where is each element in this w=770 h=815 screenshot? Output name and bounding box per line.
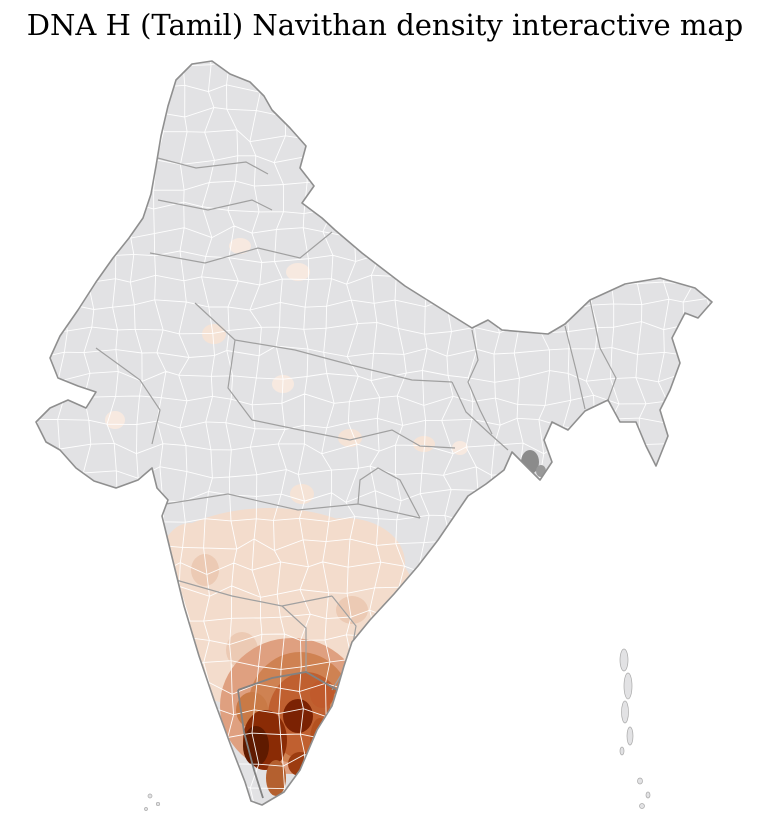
base-land	[36, 61, 712, 805]
density-region[interactable]	[191, 554, 219, 586]
india-map[interactable]	[0, 48, 770, 815]
state-borders	[95, 155, 617, 799]
density-region[interactable]	[202, 324, 226, 344]
island	[619, 746, 625, 756]
island	[155, 801, 161, 807]
density-region[interactable]	[290, 484, 314, 504]
island	[623, 672, 633, 700]
island	[144, 807, 148, 811]
no-data-region[interactable]	[35, 401, 45, 411]
island	[626, 726, 634, 746]
density-region[interactable]	[452, 441, 468, 455]
density-region[interactable]	[310, 680, 334, 708]
density-region[interactable]	[229, 238, 251, 254]
density-region[interactable]	[283, 699, 313, 733]
island	[147, 793, 153, 799]
india-clipped-layers	[35, 61, 712, 805]
island	[619, 648, 629, 672]
country-outline	[35, 60, 713, 806]
density-region[interactable]	[288, 752, 312, 776]
density-region[interactable]	[413, 436, 435, 452]
density-region[interactable]	[336, 596, 368, 624]
india-choropleth-svg[interactable]	[0, 48, 770, 815]
page-title: DNA H (Tamil) Navithan density interacti…	[26, 8, 744, 42]
island	[621, 700, 629, 724]
island	[645, 791, 651, 799]
density-region[interactable]	[266, 760, 286, 796]
density-region[interactable]	[286, 263, 310, 281]
island-chain	[144, 648, 651, 811]
island	[637, 777, 643, 785]
island	[639, 803, 645, 809]
no-data-region[interactable]	[536, 465, 546, 477]
